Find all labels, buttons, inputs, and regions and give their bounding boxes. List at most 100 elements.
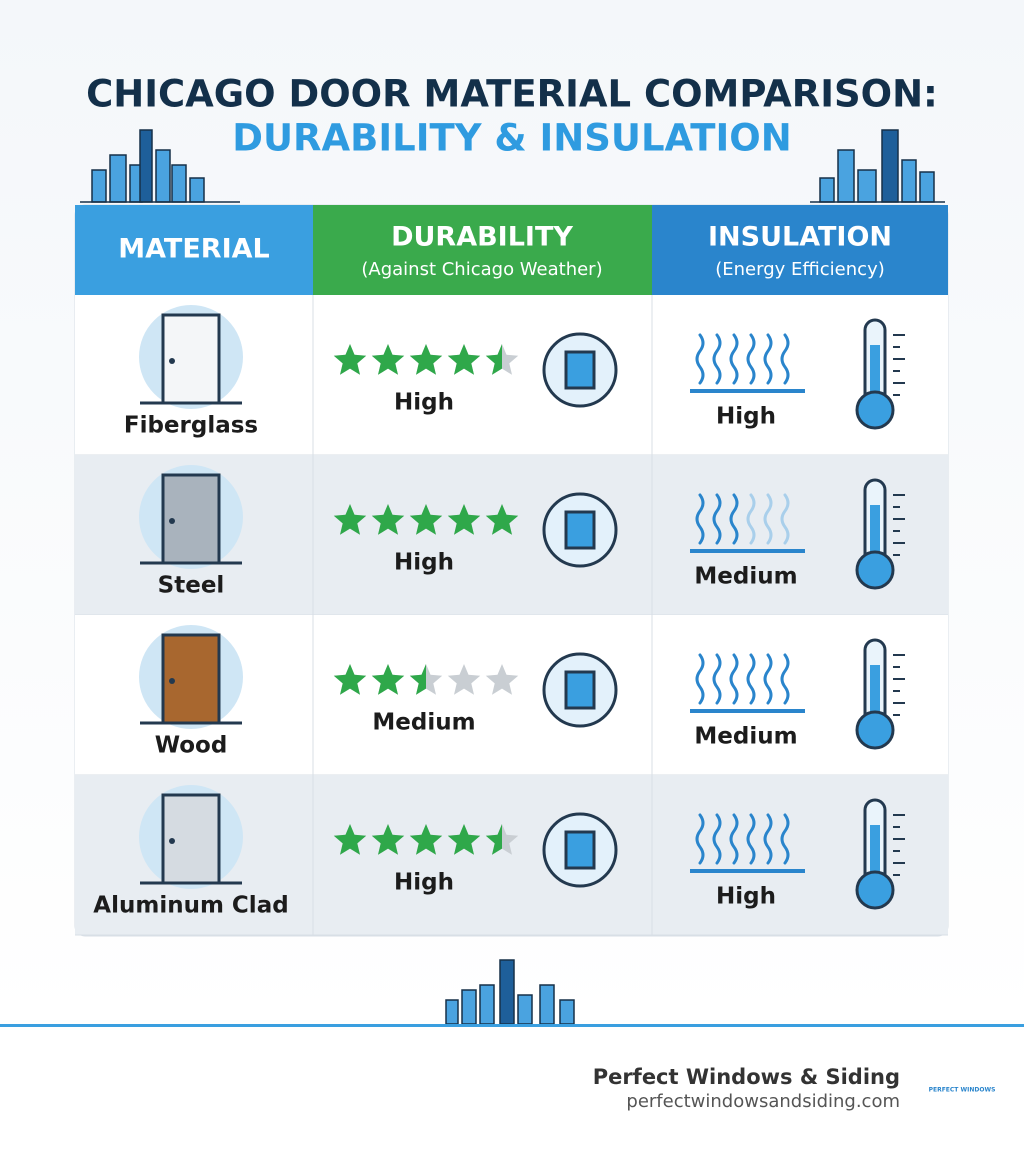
star-filled — [485, 344, 502, 375]
icon-shape — [564, 510, 596, 550]
wave — [763, 493, 773, 545]
thermo-fill — [870, 505, 880, 570]
thermo-bulb — [855, 390, 895, 430]
wave — [780, 813, 790, 865]
column-title: DURABILITY — [391, 222, 573, 253]
door-knob — [169, 838, 175, 844]
wave — [712, 653, 722, 705]
wave — [780, 333, 790, 385]
star-filled — [333, 504, 367, 535]
durability-icon — [542, 332, 618, 408]
material-name: Steel — [158, 573, 225, 599]
wave — [729, 813, 739, 865]
door-knob — [169, 518, 175, 524]
thermo-fill — [870, 825, 880, 890]
insulation-level: Medium — [694, 564, 797, 590]
durability-icon — [542, 652, 618, 728]
star-filled — [409, 344, 443, 375]
star-filled — [371, 824, 405, 855]
star-empty — [447, 664, 481, 695]
wave — [746, 493, 756, 545]
wave — [746, 813, 756, 865]
star-rating — [333, 824, 519, 855]
column-title: MATERIAL — [118, 234, 269, 265]
footer-rule — [0, 1024, 1024, 1027]
thermo-bulb — [855, 710, 895, 750]
column-title: INSULATION — [708, 222, 892, 253]
star-filled — [333, 824, 367, 855]
wave — [780, 653, 790, 705]
star-rating — [333, 504, 519, 535]
star-filled — [371, 344, 405, 375]
thermo-bulb — [855, 550, 895, 590]
wave — [746, 333, 756, 385]
insulation-level: High — [716, 404, 776, 430]
wave — [780, 493, 790, 545]
material-name: Fiberglass — [124, 413, 258, 439]
title: CHICAGO DOOR MATERIAL COMPARISON: — [86, 73, 938, 116]
header-cell — [75, 205, 313, 295]
table-row: Wood Medium Medium — [75, 615, 948, 776]
wave — [729, 653, 739, 705]
thermo-bulb — [855, 870, 895, 910]
material-name: Wood — [155, 733, 228, 759]
wave — [746, 653, 756, 705]
star-filled — [371, 664, 405, 695]
column-subtitle: (Against Chicago Weather) — [361, 259, 602, 280]
star-filled — [485, 824, 502, 855]
header-cell — [652, 205, 948, 295]
heat-waves — [690, 813, 805, 873]
star-rating — [333, 344, 519, 375]
wave — [695, 333, 705, 385]
icon-shape — [564, 830, 596, 870]
logo: PERFECT WINDOWS — [929, 1087, 996, 1094]
wave — [695, 653, 705, 705]
star-filled — [371, 504, 405, 535]
thermometer — [855, 318, 905, 430]
wave — [712, 813, 722, 865]
thermo-fill — [870, 345, 880, 410]
icon-shape — [564, 350, 596, 390]
wave — [729, 333, 739, 385]
thermometer — [855, 478, 905, 590]
door-knob — [169, 678, 175, 684]
wave — [695, 813, 705, 865]
durability-level: High — [394, 390, 454, 416]
skyline-left — [80, 129, 240, 203]
header-cell — [313, 205, 652, 295]
heat-waves — [690, 653, 805, 713]
star-empty — [485, 664, 519, 695]
wave — [712, 333, 722, 385]
insulation-level: High — [716, 884, 776, 910]
star-filled — [333, 344, 367, 375]
table-row: Fiberglass High High — [75, 295, 948, 456]
website: perfectwindowsandsiding.com — [626, 1091, 900, 1112]
wave — [712, 493, 722, 545]
wave — [763, 813, 773, 865]
thermometer — [855, 798, 905, 910]
heat-waves — [690, 333, 805, 393]
heat-waves — [690, 493, 805, 553]
table-row: Aluminum Clad High High — [75, 775, 948, 936]
skyline-right — [810, 129, 945, 203]
star-filled — [447, 824, 481, 855]
subtitle: DURABILITY & INSULATION — [232, 117, 791, 160]
wave — [695, 493, 705, 545]
wave — [729, 493, 739, 545]
wave — [763, 653, 773, 705]
door-knob — [169, 358, 175, 364]
thermo-fill — [870, 665, 880, 730]
company-name: Perfect Windows & Siding — [593, 1065, 900, 1089]
star-filled — [409, 824, 443, 855]
star-filled — [409, 504, 443, 535]
skyline-bottom — [445, 959, 575, 1025]
thermometer — [855, 638, 905, 750]
table-row: Steel High Medium — [75, 455, 948, 616]
star-rating — [333, 664, 519, 695]
durability-icon — [542, 492, 618, 568]
star-filled — [333, 664, 367, 695]
star-filled — [447, 344, 481, 375]
material-name: Aluminum Clad — [93, 893, 288, 919]
